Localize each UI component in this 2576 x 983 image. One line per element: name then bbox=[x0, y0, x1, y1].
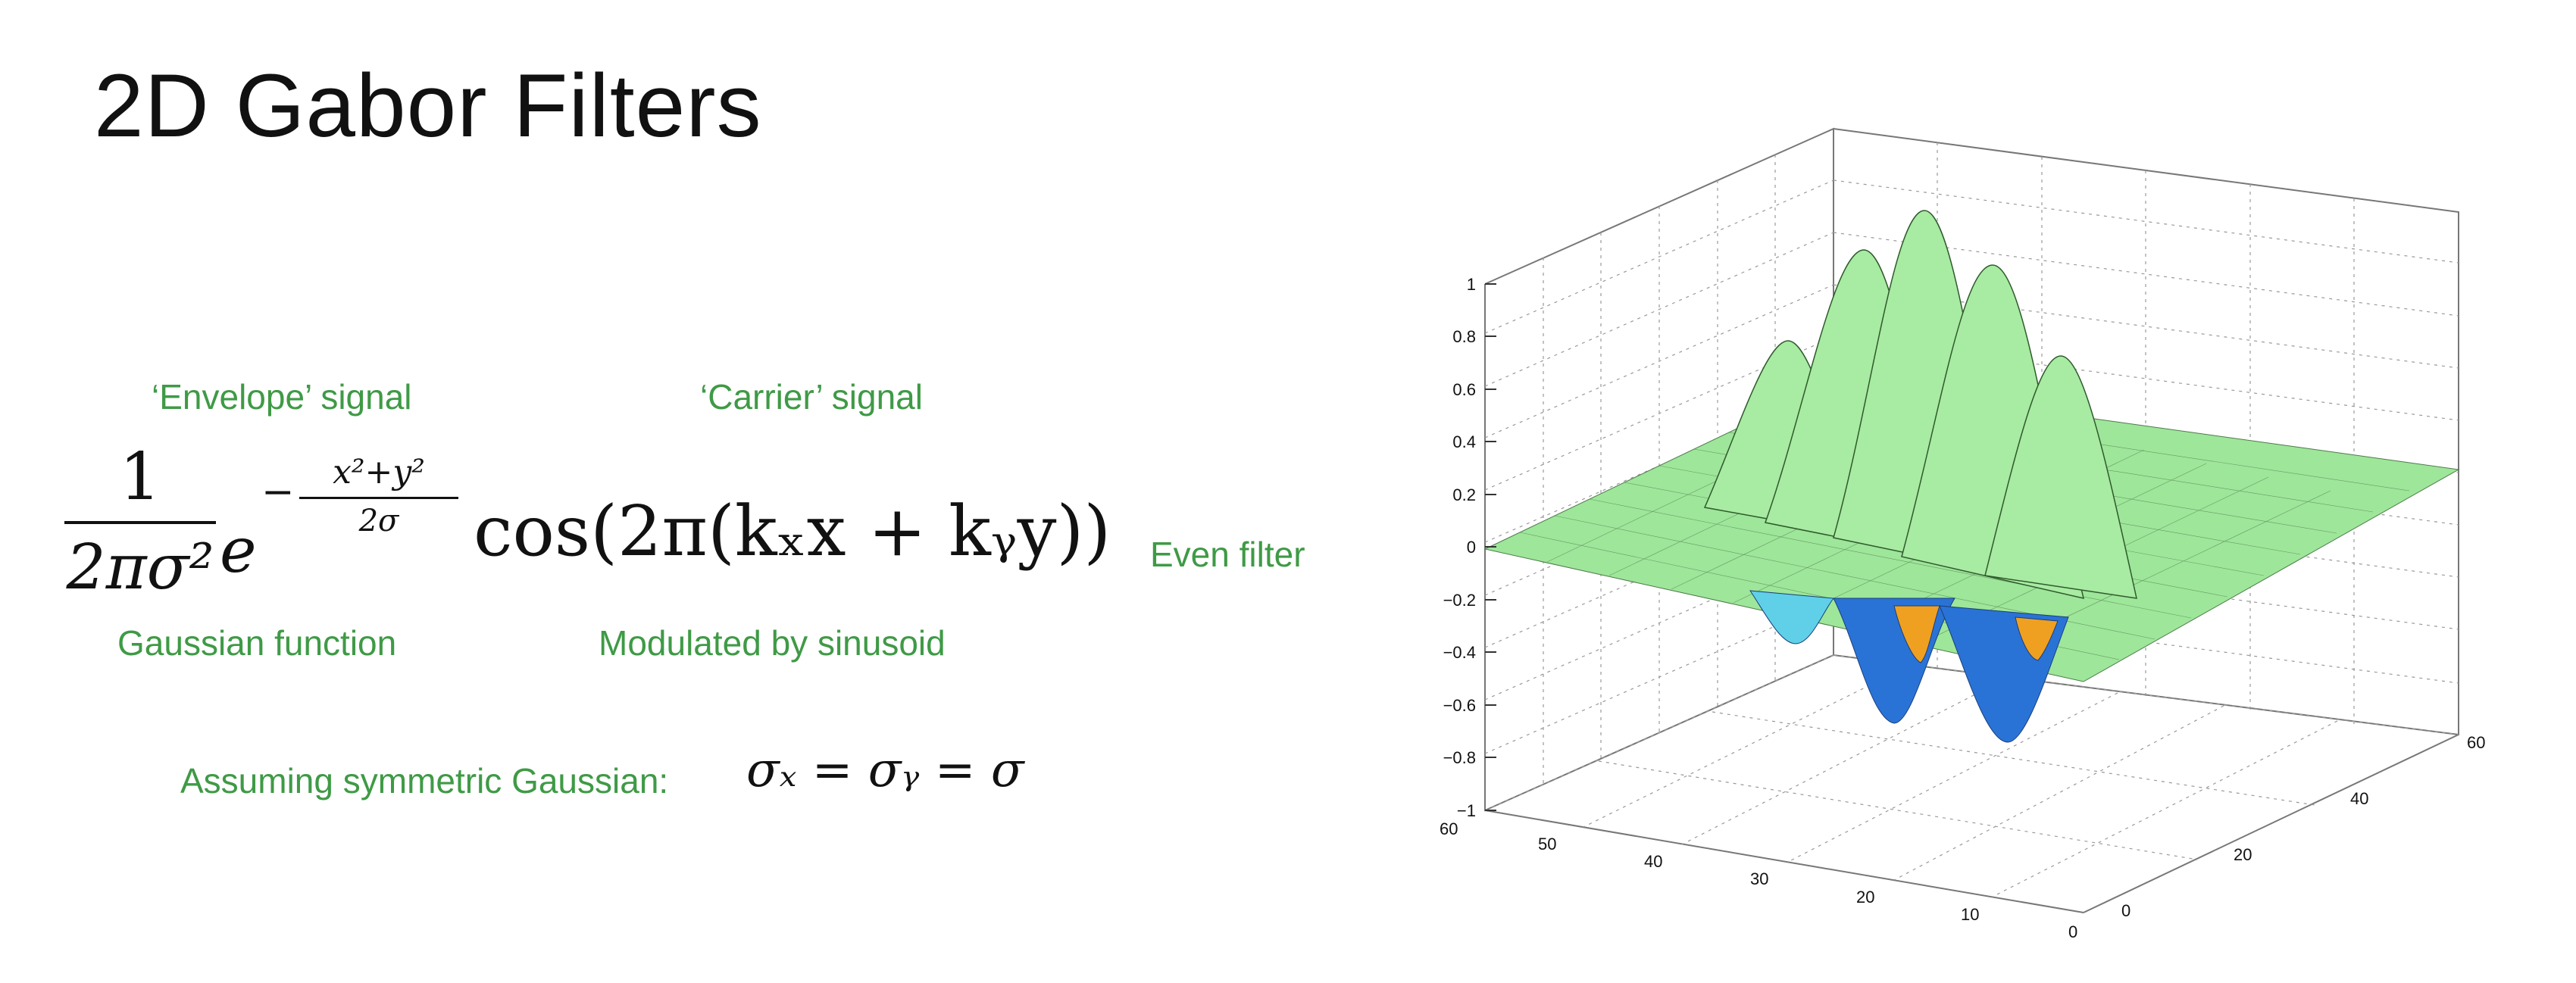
z-tick-label: 0.4 bbox=[1452, 432, 1476, 451]
carrier-label: ‘Carrier’ signal bbox=[700, 377, 923, 417]
gabor-surface-plot: 1 0.8 0.6 0.4 0.2 0 −0.2 −0.4 −0.6 −0.8 … bbox=[1440, 127, 2485, 941]
ridge-5 bbox=[1984, 355, 2137, 599]
exponent-bar bbox=[299, 497, 458, 499]
x-tick-label: 30 bbox=[1750, 869, 1768, 888]
y-tick-label: 40 bbox=[2350, 789, 2368, 808]
surface-positive-ridges bbox=[1703, 210, 2137, 600]
surface-negative-lobes bbox=[1749, 590, 2069, 743]
x-tick-label: 50 bbox=[1538, 835, 1556, 853]
negative-lobe-warm-1 bbox=[1893, 605, 1940, 663]
carrier-formula: cos(2π(kₓx + kᵧy)) bbox=[474, 491, 1111, 572]
assuming-label: Assuming symmetric Gaussian: bbox=[180, 761, 669, 800]
y-tick-label: 0 bbox=[2121, 901, 2131, 920]
z-tick-label: 0.6 bbox=[1452, 380, 1476, 399]
x-tick-label: 40 bbox=[1644, 852, 1662, 871]
modulated-label: Modulated by sinusoid bbox=[599, 623, 946, 663]
grid-lines bbox=[1484, 142, 2459, 897]
y-tick-label: 60 bbox=[2467, 733, 2485, 752]
x-tick-label: 20 bbox=[1856, 888, 1874, 907]
z-tick-label: −0.2 bbox=[1443, 591, 1476, 610]
fraction-denominator: 2πσ² bbox=[66, 532, 214, 604]
fraction-numerator: 1 bbox=[119, 439, 161, 515]
y-tick-label: 20 bbox=[2234, 845, 2252, 864]
x-tick-label: 10 bbox=[1961, 905, 1979, 924]
y-tick-labels: 0 20 40 60 bbox=[2121, 733, 2485, 920]
x-tick-labels: 60 50 40 30 20 10 0 bbox=[1440, 819, 2077, 941]
z-tick-label: 0 bbox=[1467, 538, 1476, 557]
z-tick-label: −0.6 bbox=[1443, 696, 1476, 715]
negative-lobe-small bbox=[1749, 590, 1834, 644]
normalization-fraction: 1 2πσ² bbox=[64, 439, 216, 604]
exponential-base: e bbox=[220, 515, 257, 587]
symmetric-formula: σₓ = σᵧ = σ bbox=[746, 742, 1024, 798]
z-tick-label: −1 bbox=[1457, 801, 1476, 820]
negative-lobe-warm-2 bbox=[2015, 616, 2059, 661]
x-tick-label: 0 bbox=[2068, 922, 2077, 941]
z-axis-ticks bbox=[1485, 283, 1496, 811]
z-tick-label: −0.8 bbox=[1443, 748, 1476, 767]
z-tick-label: 0.2 bbox=[1452, 485, 1476, 504]
exponent-numerator: x²+y² bbox=[333, 453, 425, 491]
x-tick-label: 60 bbox=[1440, 819, 1458, 838]
z-tick-label: −0.4 bbox=[1443, 643, 1476, 662]
slide-title: 2D Gabor Filters bbox=[94, 56, 762, 156]
exponent-minus: − bbox=[261, 470, 295, 515]
z-tick-labels: 1 0.8 0.6 0.4 0.2 0 −0.2 −0.4 −0.6 −0.8 … bbox=[1443, 275, 1476, 820]
exponent-fraction: x²+y² 2σ bbox=[299, 451, 458, 540]
even-filter-label: Even filter bbox=[1150, 535, 1305, 574]
envelope-label: ‘Envelope’ signal bbox=[152, 377, 412, 417]
z-tick-label: 0.8 bbox=[1452, 327, 1476, 346]
fraction-bar bbox=[64, 521, 216, 524]
exponent-denominator: 2σ bbox=[358, 504, 399, 538]
front-axis-x bbox=[1484, 810, 2084, 913]
gaussian-label: Gaussian function bbox=[117, 623, 397, 663]
z-tick-label: 1 bbox=[1467, 275, 1476, 294]
front-axis-y bbox=[2083, 734, 2459, 913]
